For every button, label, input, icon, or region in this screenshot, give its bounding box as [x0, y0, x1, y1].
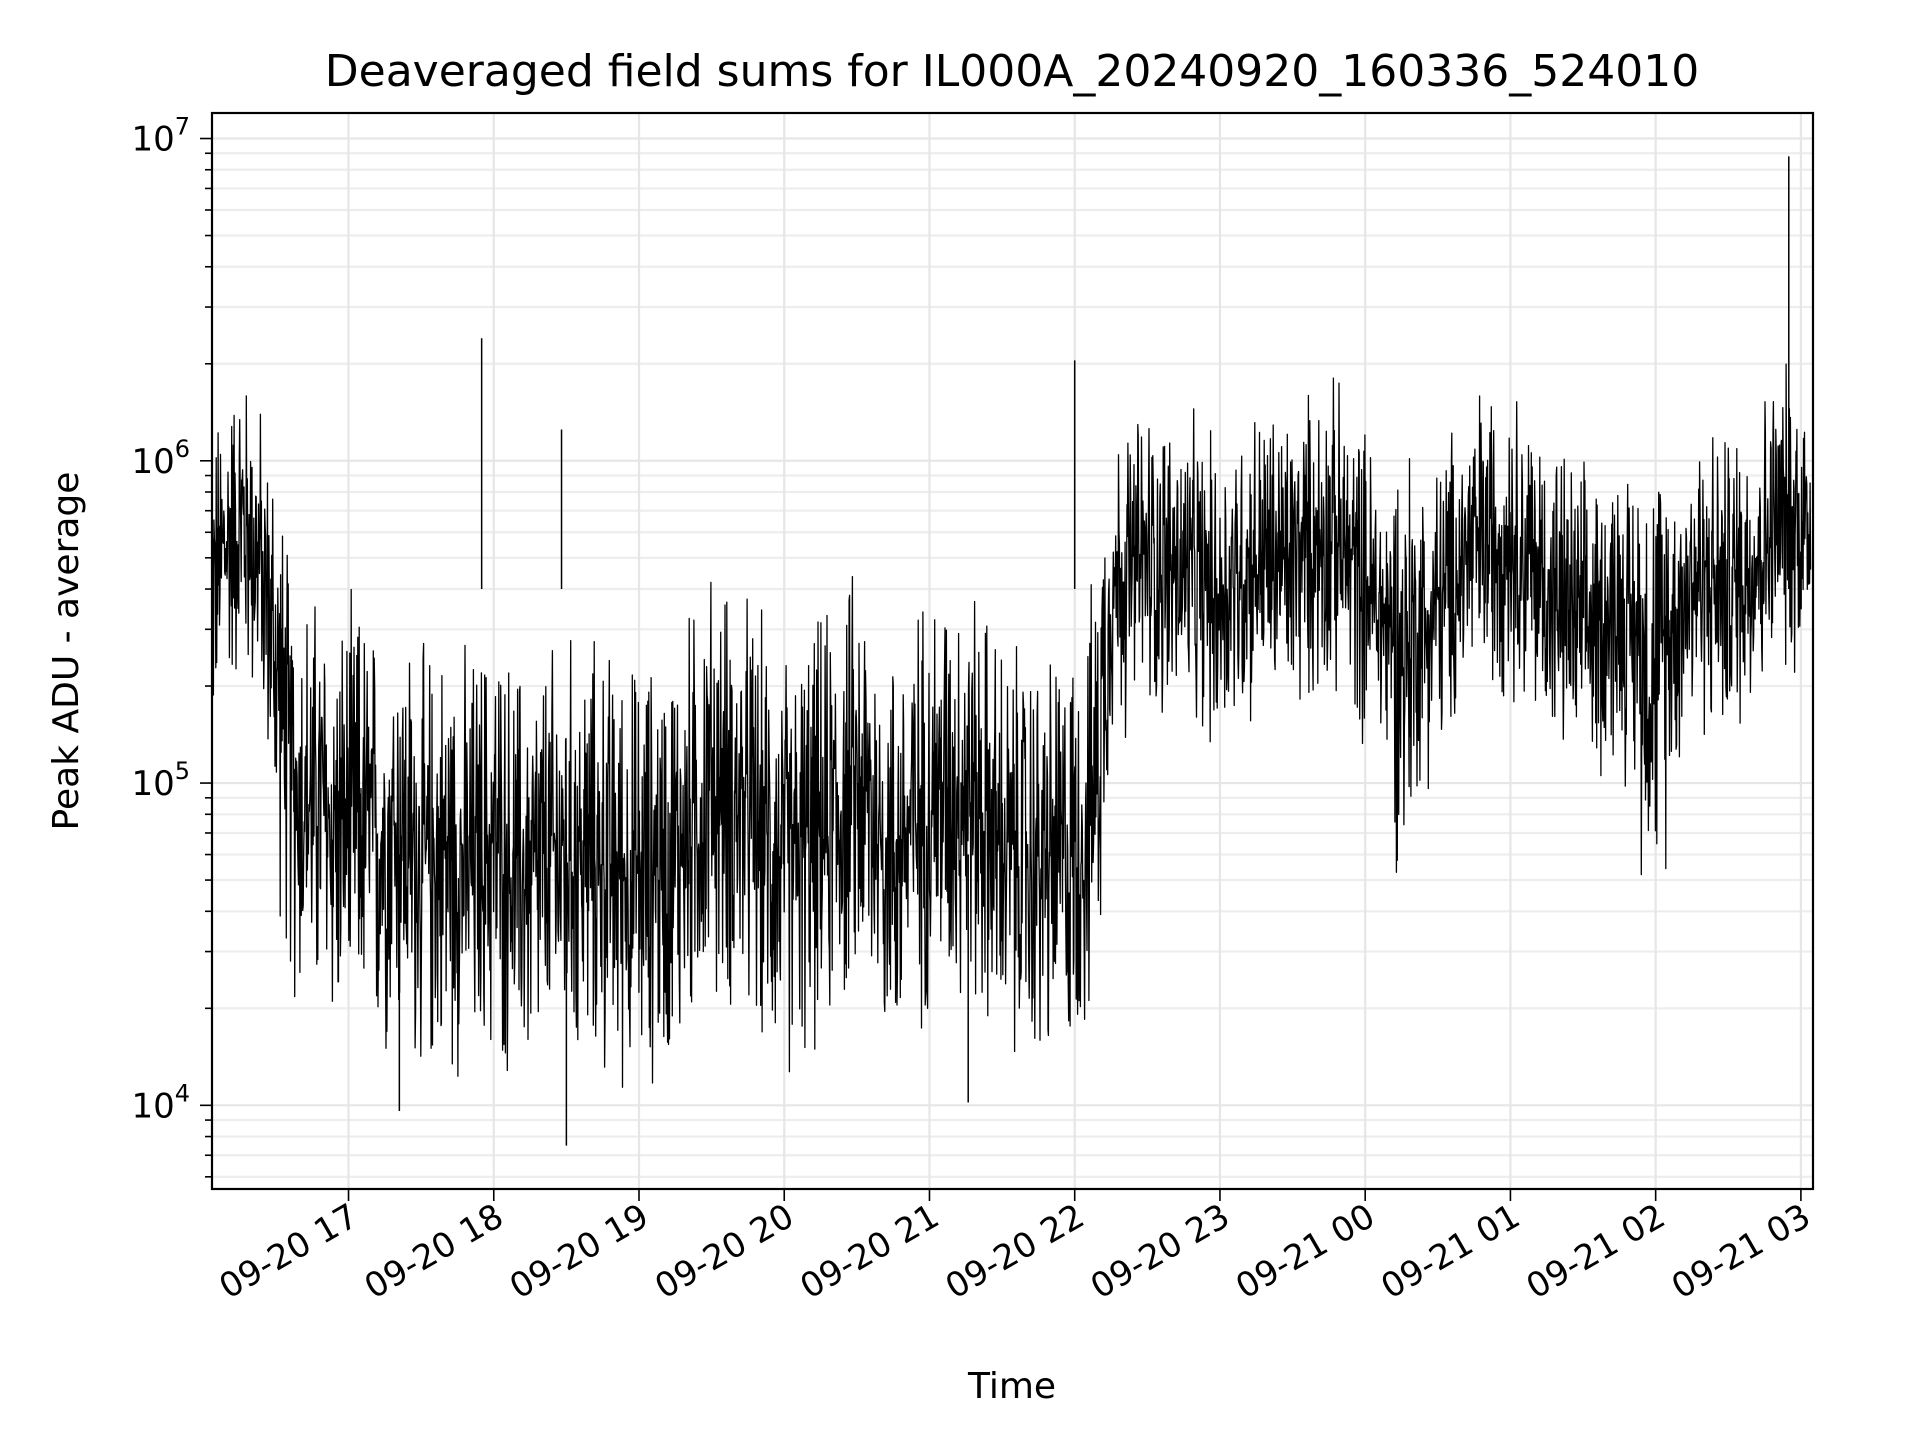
chart-title: Deaveraged field sums for IL000A_2024092… [325, 46, 1699, 97]
series-line [212, 363, 1812, 1088]
x-tick-label: 09-20 17 [213, 1196, 365, 1307]
x-tick-label: 09-21 02 [1520, 1196, 1672, 1307]
y-tick-label: 104 [131, 1079, 190, 1126]
x-tick-label: 09-20 18 [358, 1196, 510, 1307]
plot-frame [210, 111, 1815, 1191]
y-tick-label: 106 [131, 435, 190, 482]
x-tick-label: 09-20 23 [1084, 1196, 1236, 1307]
x-tick-label: 09-20 20 [648, 1196, 800, 1307]
x-tick-label: 09-21 01 [1375, 1196, 1527, 1307]
y-tick-label: 107 [131, 113, 190, 160]
spike-lines [398, 156, 1790, 1146]
x-tick-label: 09-20 19 [503, 1196, 655, 1307]
x-axis-label: Time [967, 1366, 1056, 1407]
x-tick-label: 09-21 00 [1229, 1196, 1381, 1307]
x-tick-label: 09-20 22 [939, 1196, 1091, 1307]
y-axis-label: Peak ADU - average [46, 472, 87, 831]
x-tick-label: 09-20 21 [794, 1196, 946, 1307]
x-tick-label: 09-21 03 [1665, 1196, 1817, 1307]
y-tick-label: 105 [131, 757, 190, 804]
y-axis: 104 105 106 107 [131, 113, 212, 1178]
